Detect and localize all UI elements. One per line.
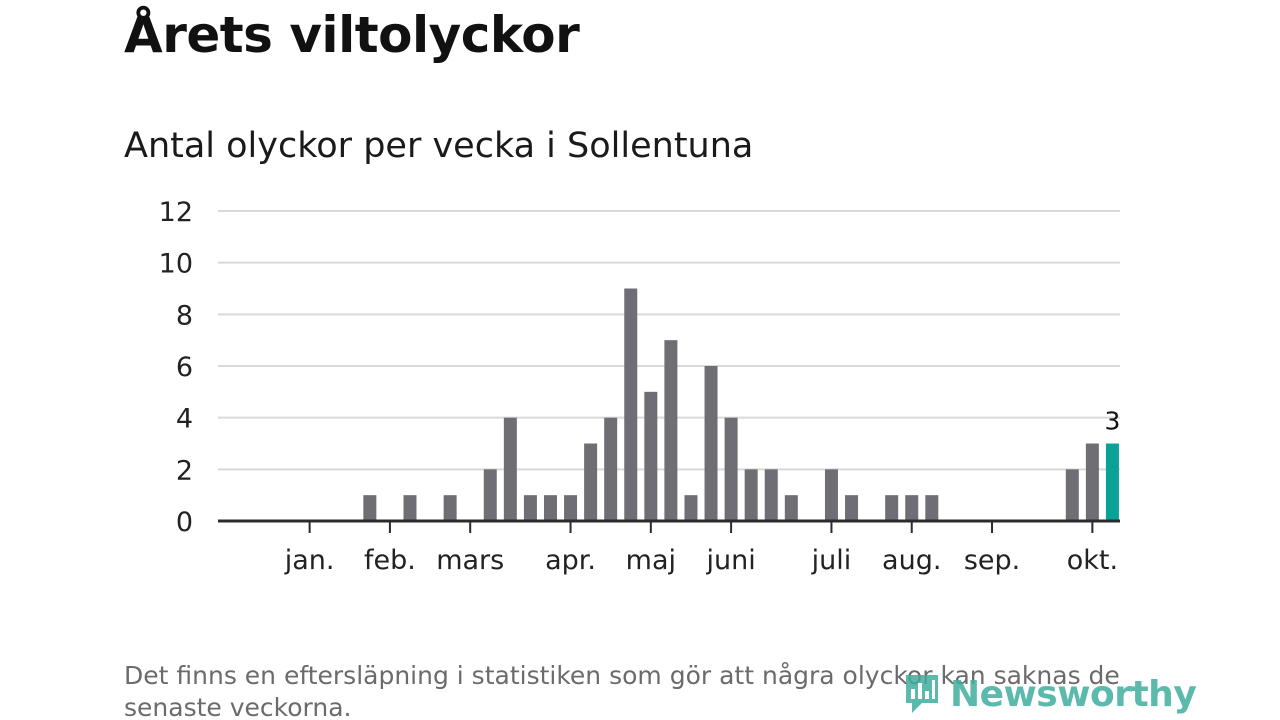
bar [584, 443, 598, 521]
x-tick-label: apr. [545, 545, 596, 576]
y-tick-label: 12 [159, 197, 193, 228]
bar [1085, 443, 1099, 521]
brand-name: Newsworthy [950, 673, 1197, 715]
x-tick-label: juli [811, 545, 852, 576]
bar [925, 495, 939, 521]
bar [724, 417, 738, 521]
x-tick-label: mars [436, 545, 504, 576]
bar [604, 417, 618, 521]
brand-logo: Newsworthy [902, 670, 1197, 718]
x-tick-label: maj [626, 545, 676, 576]
bar [784, 495, 798, 521]
x-tick-label: juni [705, 545, 755, 576]
bar [764, 469, 778, 521]
bar-highlight [1105, 443, 1119, 521]
x-tick-label: okt. [1067, 545, 1118, 576]
x-tick-label: sep. [964, 545, 1020, 576]
chart-subtitle: Antal olyckor per vecka i Sollentuna [124, 126, 754, 166]
bar [443, 495, 457, 521]
x-tick-label: jan. [284, 545, 335, 576]
bar [824, 469, 838, 521]
bar [503, 417, 517, 521]
y-tick-label: 10 [159, 249, 193, 280]
data-label: 3 [1104, 407, 1120, 436]
bar [363, 495, 377, 521]
newsworthy-logo-icon [906, 675, 938, 713]
footnote: Det finns en eftersläpning i statistiken… [124, 661, 1120, 720]
bar [905, 495, 919, 521]
x-tick-label: feb. [364, 545, 416, 576]
bar [704, 366, 718, 521]
page-title: Årets viltolyckor [124, 6, 580, 64]
bar [744, 469, 758, 521]
bar [543, 495, 557, 521]
y-tick-label: 2 [176, 455, 193, 486]
bar [483, 469, 497, 521]
bar [1065, 469, 1079, 521]
y-tick-label: 4 [176, 404, 193, 435]
bar [845, 495, 859, 521]
x-tick-label: aug. [882, 545, 941, 576]
bar [624, 288, 638, 521]
bar [644, 391, 658, 521]
bar [684, 495, 698, 521]
bar [523, 495, 537, 521]
bar [564, 495, 578, 521]
y-tick-label: 8 [176, 300, 193, 331]
bar [885, 495, 899, 521]
bar [403, 495, 417, 521]
y-tick-label: 0 [176, 507, 193, 538]
bar [664, 340, 678, 521]
y-tick-label: 6 [176, 352, 193, 383]
